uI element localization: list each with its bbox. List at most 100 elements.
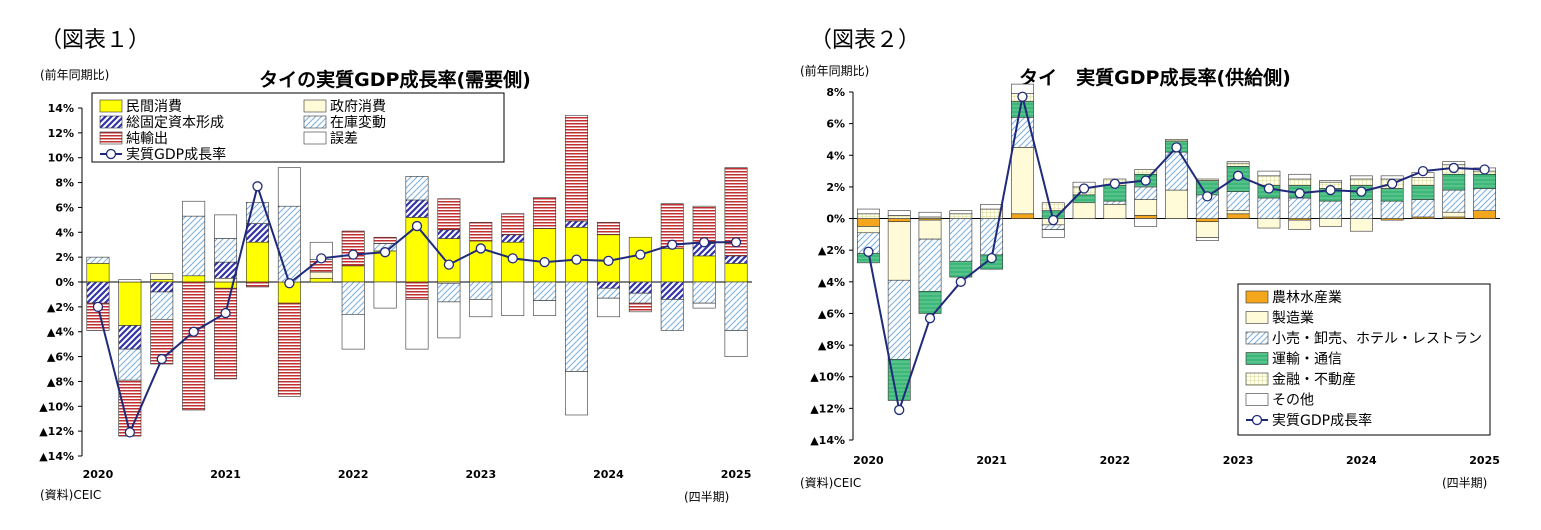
bar-- <box>1411 199 1435 218</box>
bar-- <box>1103 200 1127 205</box>
bar-- <box>596 281 620 289</box>
bar-- <box>341 314 365 350</box>
bar-- <box>533 281 557 301</box>
legend-box <box>91 92 505 163</box>
source-note: (資料)CEIC <box>40 488 102 502</box>
bar-- <box>1349 199 1373 219</box>
y-tick-label: ▲2% <box>47 301 74 314</box>
gdp-growth-point <box>955 276 966 287</box>
gdp-growth-point <box>220 307 231 319</box>
bar-- <box>437 282 461 303</box>
bar-- <box>1134 199 1158 216</box>
y-tick-label: 6% <box>55 201 74 214</box>
demand-side-gdp-chart: タイの実質GDP成長率(需要側) 14% 12% 10% 8% 6% 4% 2% 0% ▲2% ▲4… <box>39 68 752 481</box>
legend-swatch-- <box>1245 290 1269 304</box>
bar-- <box>437 198 461 231</box>
bar-- <box>857 218 880 227</box>
y-unit-label: (前年同期比) <box>800 64 870 78</box>
bar-- <box>1134 186 1158 200</box>
gdp-growth-point <box>252 181 263 192</box>
bar-- <box>405 176 429 201</box>
bar-- <box>724 255 748 264</box>
gdp-growth-point <box>1417 165 1429 177</box>
y-tick-label: ▲8% <box>47 375 74 388</box>
y-tick-label: ▲6% <box>818 307 845 320</box>
figure-1-panel: （図表１） (前年同期比) (資料)CEIC (四半期) タイの実質GDP成長率… <box>0 0 770 530</box>
bar-- <box>1349 175 1373 180</box>
y-tick-label: 6% <box>826 118 845 131</box>
bar-- <box>628 292 652 304</box>
bar-- <box>565 115 588 222</box>
bar-- <box>1195 178 1219 181</box>
gdp-growth-point <box>635 249 646 260</box>
bar-- <box>1195 218 1219 223</box>
gdp-growth-point <box>411 220 423 232</box>
bar-- <box>1041 202 1065 211</box>
bar-- <box>469 299 493 318</box>
bar-- <box>1257 170 1281 177</box>
bar-- <box>118 348 142 381</box>
gdp-growth-point <box>1356 186 1367 197</box>
bar-- <box>1319 218 1342 227</box>
bar-- <box>1257 197 1281 219</box>
bar-- <box>887 279 911 360</box>
bar-- <box>628 281 652 294</box>
y-tick-label: ▲12% <box>39 425 74 438</box>
y-tick-label: 0% <box>55 276 74 289</box>
bar-- <box>1411 177 1435 186</box>
bar-- <box>565 220 588 228</box>
supply-side-gdp-chart: タイ 実質GDP成長率(供給側) 8% 6% 4% 2% 0% ▲2% ▲4% ▲6% ▲8% ▲1… <box>810 66 1500 467</box>
gdp-growth-point <box>1479 164 1490 175</box>
gdp-growth-point <box>1109 178 1121 189</box>
bar-- <box>437 229 461 239</box>
bar-- <box>692 302 716 309</box>
bar-- <box>1442 173 1466 191</box>
legend-label: 純輸出 <box>126 131 168 147</box>
y-tick-label: ▲12% <box>810 402 845 415</box>
legend-swatch-- <box>1245 331 1269 345</box>
y-tick-label: 2% <box>55 251 74 264</box>
bar-- <box>150 281 174 293</box>
gdp-growth-point <box>1387 178 1398 189</box>
bar-- <box>214 238 238 263</box>
gdp-growth-point <box>188 326 199 337</box>
bar-- <box>918 219 942 240</box>
x-tick-label: 2024 <box>593 468 624 481</box>
x-tick-label: 2025 <box>721 468 752 481</box>
bar-- <box>1134 215 1158 219</box>
legend-swatch-- <box>1245 311 1269 324</box>
bar-- <box>1226 161 1250 164</box>
bar-- <box>533 197 557 229</box>
bar-- <box>857 208 880 215</box>
y-tick-label: 14% <box>48 102 74 115</box>
x-tick-label: 2020 <box>83 468 114 481</box>
gdp-growth-point <box>475 243 486 254</box>
bar-- <box>857 213 880 219</box>
bar-- <box>1041 229 1065 238</box>
bar-- <box>469 281 493 300</box>
chart-title: タイ 実質GDP成長率(供給側) <box>1019 66 1291 89</box>
x-tick-label: 2023 <box>1223 454 1254 467</box>
bar-- <box>373 236 397 244</box>
bar-- <box>1195 221 1219 238</box>
gdp-growth-point <box>730 237 742 248</box>
legend-swatch-- <box>303 131 327 145</box>
y-tick-label: 4% <box>826 149 845 162</box>
gdp-growth-point <box>156 353 167 365</box>
legend-label: 製造業 <box>1272 311 1314 327</box>
bar-- <box>887 215 911 219</box>
bar-- <box>469 222 493 242</box>
bar-- <box>182 275 206 283</box>
bar-- <box>1380 188 1404 202</box>
bar-- <box>309 277 333 283</box>
legend-marker-swatch <box>1251 414 1263 426</box>
bar-- <box>1473 173 1496 189</box>
bar-- <box>949 213 973 219</box>
bar-- <box>596 287 620 299</box>
bar-- <box>596 297 620 318</box>
bar-- <box>887 221 911 281</box>
bar-- <box>86 263 110 283</box>
legend-swatch-- <box>303 115 327 129</box>
bar-- <box>1041 224 1065 230</box>
